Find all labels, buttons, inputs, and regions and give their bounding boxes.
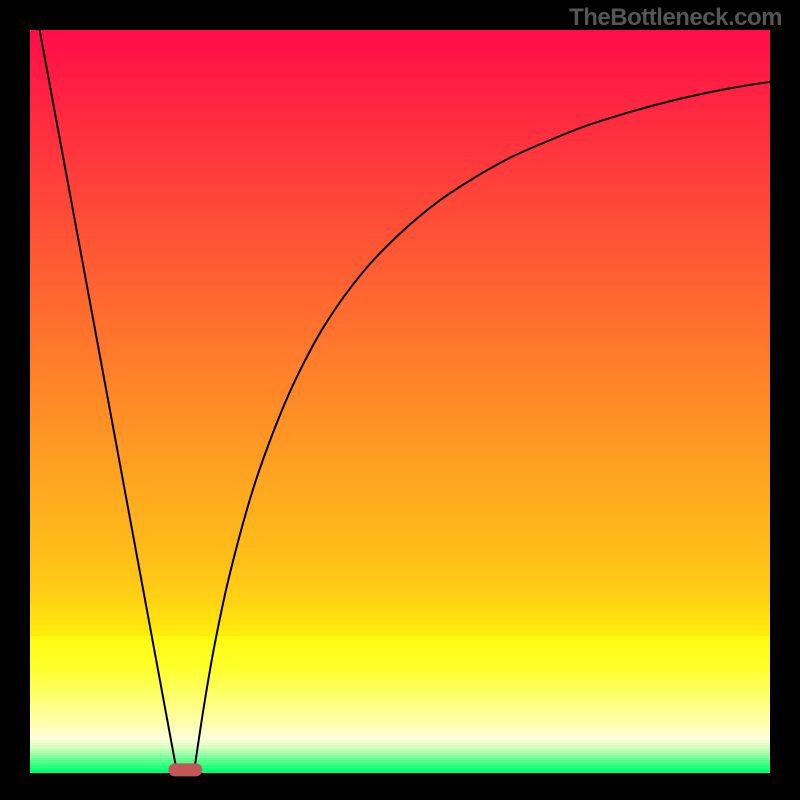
- curve-left-segment: [40, 30, 177, 770]
- curve-right-segment: [194, 82, 770, 770]
- bottleneck-marker: [169, 763, 202, 776]
- plot-area: [30, 30, 770, 770]
- chart-frame: TheBottleneck.com: [0, 0, 800, 800]
- curve-layer: [30, 30, 770, 770]
- watermark-text: TheBottleneck.com: [569, 4, 782, 32]
